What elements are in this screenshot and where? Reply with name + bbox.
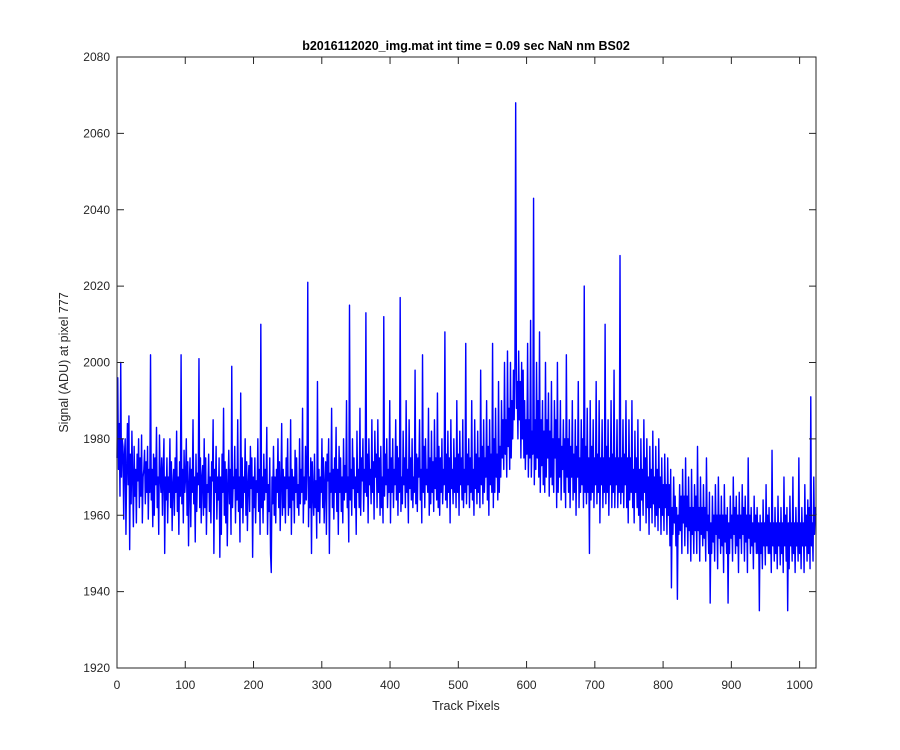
x-tick-label: 300 [312,678,332,692]
signal-series-line [116,102,817,612]
y-tick-label: 1940 [83,585,110,599]
x-tick-label: 0 [114,678,121,692]
x-axis-label: Track Pixels [432,699,500,713]
chart-title: b2016112020_img.mat int time = 0.09 sec … [302,39,630,53]
x-tick-label: 200 [244,678,264,692]
y-axis-ticks: 1920 1940 1960 1980 2000 2020 2040 2060 2080 [83,50,816,675]
y-tick-label: 1960 [83,508,110,522]
y-tick-label: 2040 [83,203,110,217]
y-tick-label: 2060 [83,126,110,140]
x-tick-label: 100 [175,678,195,692]
y-tick-label: 2000 [83,356,110,370]
x-tick-label: 900 [721,678,741,692]
x-tick-label: 800 [653,678,673,692]
y-tick-label: 1980 [83,432,110,446]
y-tick-label: 1920 [83,661,110,675]
x-tick-label: 1000 [786,678,813,692]
x-tick-label: 700 [585,678,605,692]
x-axis-ticks: 0 100 200 300 400 500 600 700 800 900 1000 [114,57,813,692]
y-tick-label: 2080 [83,50,110,64]
x-tick-label: 600 [517,678,537,692]
y-tick-label: 2020 [83,279,110,293]
y-axis-label: Signal (ADU) at pixel 777 [57,292,71,432]
x-tick-label: 400 [380,678,400,692]
data-layer [116,102,817,612]
x-tick-label: 500 [448,678,468,692]
